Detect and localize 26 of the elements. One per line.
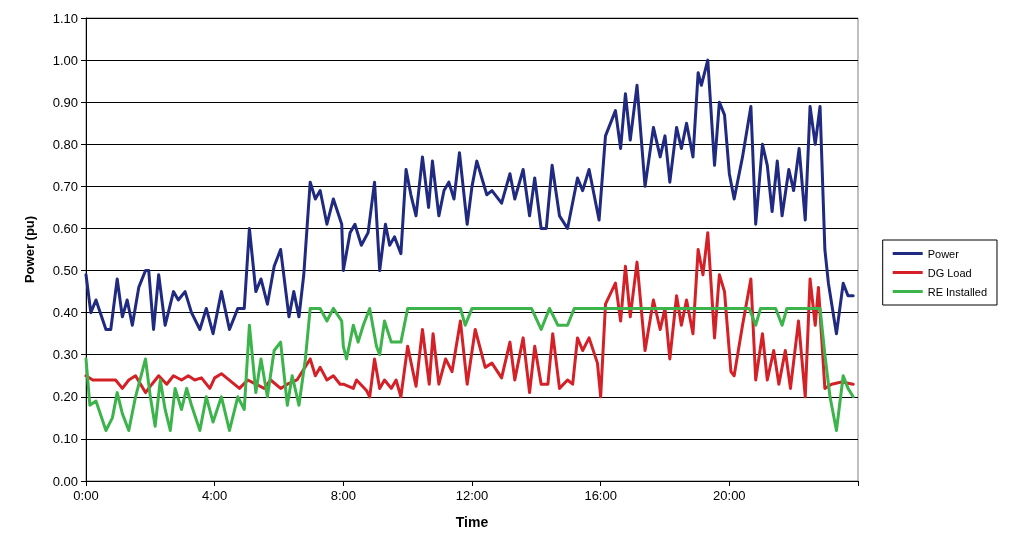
y-tick-label: 0.90 bbox=[52, 94, 78, 110]
y-tick-label: 0.50 bbox=[52, 263, 78, 279]
y-tick-label: 0.40 bbox=[52, 305, 78, 321]
y-tick-label: 0.20 bbox=[52, 389, 78, 405]
y-tick-label: 1.00 bbox=[52, 52, 78, 68]
legend-label: DG Load bbox=[927, 266, 972, 279]
y-tick-label: 0.10 bbox=[52, 431, 78, 447]
x-tick-label: 0:00 bbox=[73, 488, 99, 503]
legend-label: RE Installed bbox=[927, 285, 987, 298]
y-tick-label: 1.10 bbox=[52, 10, 78, 26]
x-axis-title: Time bbox=[455, 514, 489, 530]
y-tick-label: 0.00 bbox=[52, 473, 78, 489]
x-tick-label: 16:00 bbox=[584, 488, 617, 503]
x-tick-label: 20:00 bbox=[713, 488, 746, 503]
y-tick-label: 0.70 bbox=[52, 178, 78, 194]
line-series bbox=[84, 231, 855, 399]
y-tick-label: 0.60 bbox=[52, 220, 78, 236]
legend-label: Power bbox=[927, 247, 960, 260]
line-series bbox=[84, 306, 855, 432]
x-tick-label: 12:00 bbox=[455, 488, 489, 503]
x-tick-label: 4:00 bbox=[202, 488, 228, 503]
y-tick-label: 0.80 bbox=[52, 136, 78, 152]
line-series bbox=[84, 58, 855, 336]
y-tick-label: 0.30 bbox=[52, 347, 78, 363]
x-tick-label: 8:00 bbox=[330, 488, 356, 503]
y-axis-title: Power (pu) bbox=[22, 215, 37, 284]
